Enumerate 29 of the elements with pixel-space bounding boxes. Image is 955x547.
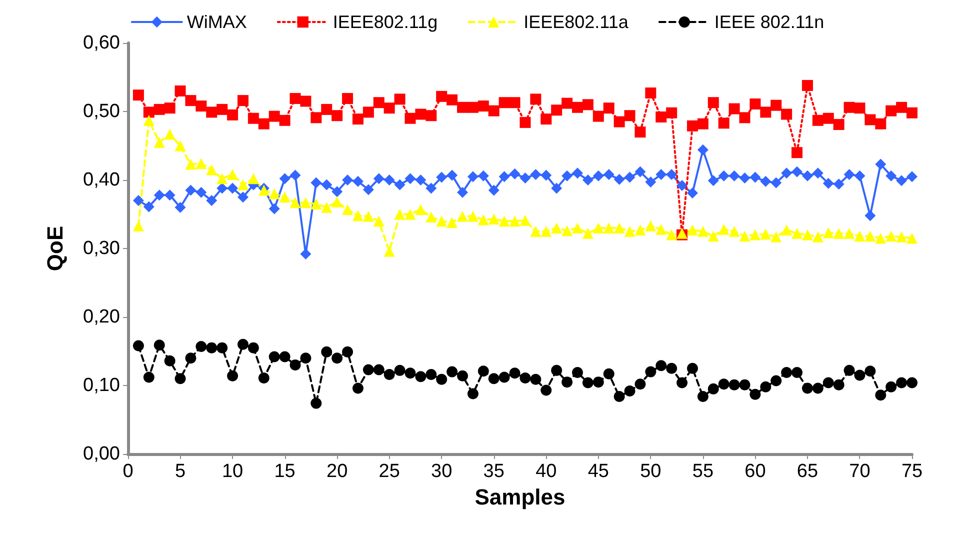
x-tick-label: 20	[326, 461, 348, 482]
x-tick-label: 30	[431, 461, 452, 482]
x-tick-label: 40	[536, 461, 557, 482]
x-tick-label: 15	[274, 461, 296, 482]
legend-label: IEEE802.11g	[332, 12, 438, 32]
x-tick-label: 55	[692, 461, 714, 482]
y-tick-label: 0,10	[83, 375, 120, 396]
y-tick-label: 0,20	[83, 306, 120, 328]
legend-label: IEEE802.11a	[524, 12, 630, 32]
x-tick-label: 35	[483, 461, 504, 482]
x-tick-label: 75	[901, 461, 923, 482]
x-tick-label: 0	[122, 461, 134, 482]
legend-label: WiMAX	[186, 12, 247, 32]
y-axis-title: QoE	[42, 226, 68, 272]
y-tick-label: 0,30	[83, 238, 120, 259]
x-tick-label: 25	[378, 461, 400, 482]
y-tick-label: 0,40	[83, 170, 120, 190]
legend-label: IEEE 802.11n	[714, 12, 824, 32]
x-axis-title: Samples	[474, 484, 566, 510]
y-tick-label: 0,00	[83, 444, 120, 464]
x-tick-label: 50	[640, 461, 662, 482]
y-tick-label: 0,50	[83, 101, 120, 122]
x-tick-label: 70	[849, 461, 870, 482]
x-tick-label: 5	[174, 461, 186, 482]
x-tick-label: 45	[588, 461, 609, 482]
x-tick-label: 65	[796, 461, 818, 482]
x-tick-label: 60	[744, 461, 766, 482]
y-tick-label: 0,60	[83, 32, 120, 54]
x-tick-label: 10	[222, 461, 244, 482]
